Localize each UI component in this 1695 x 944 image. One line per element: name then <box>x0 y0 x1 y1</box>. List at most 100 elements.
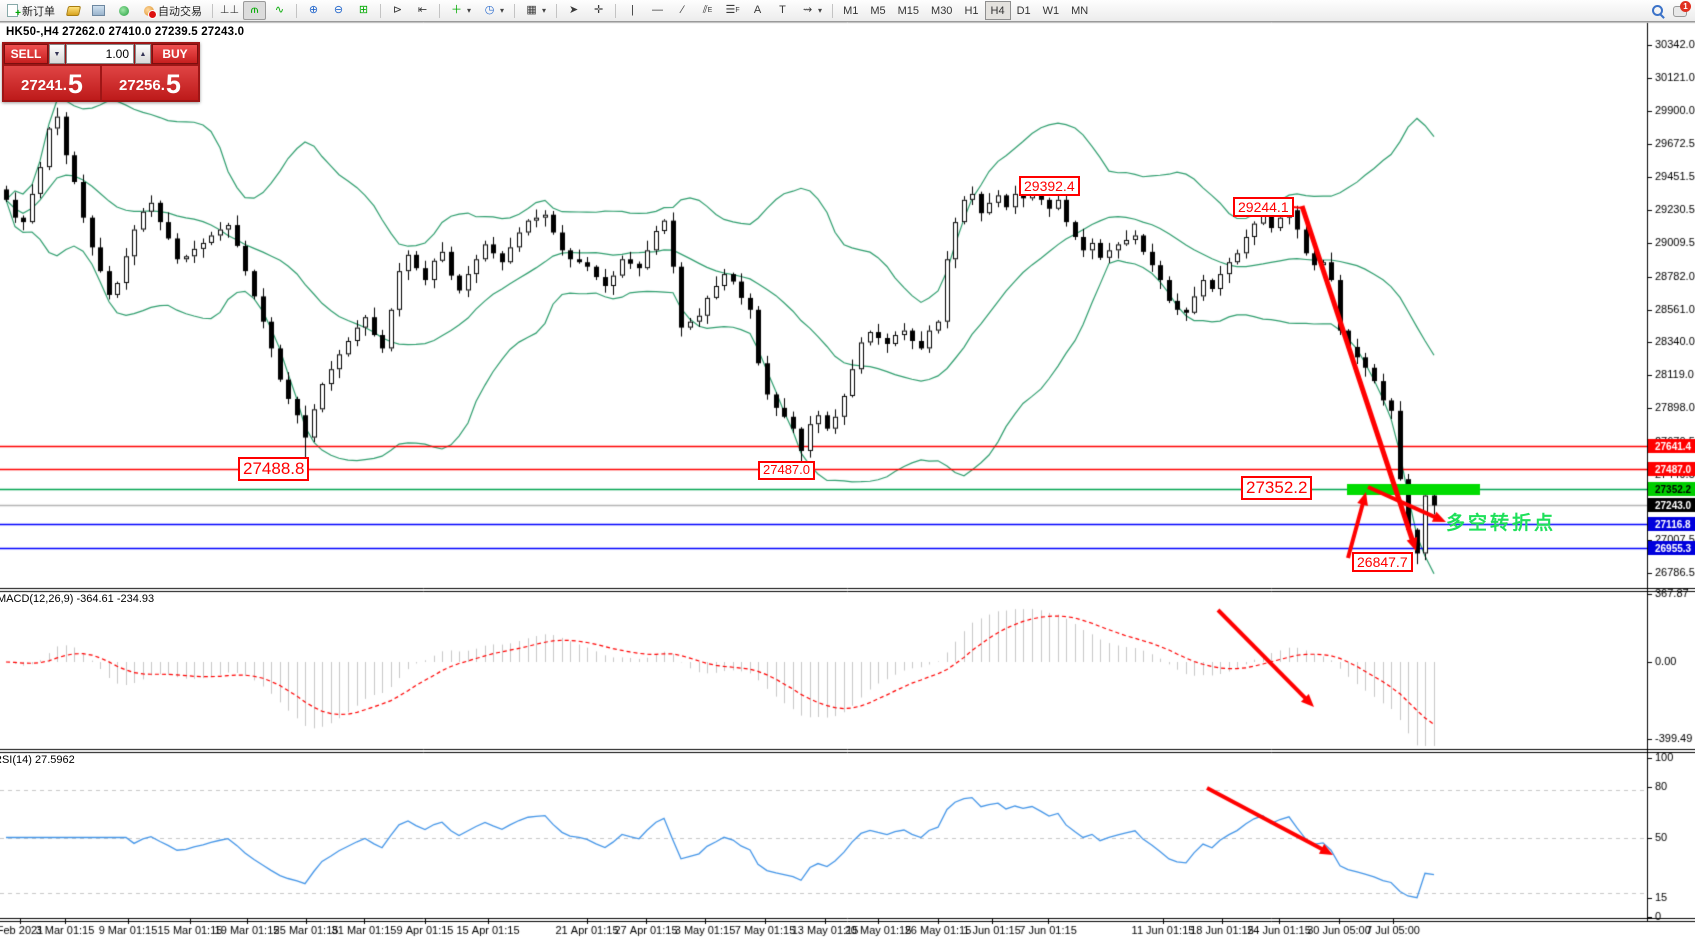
tab-timeframe-m15[interactable]: M15 <box>897 4 920 17</box>
profiles-button[interactable] <box>62 1 85 20</box>
chart-shift-icon: ⇤ <box>417 4 428 16</box>
vertical-line-button[interactable]: | <box>621 1 644 20</box>
toolbar-separator <box>380 3 381 18</box>
dropdown-caret-icon: ▾ <box>542 6 547 15</box>
one-click-trading-panel: SELL ▼ ▲ BUY 27241. 5 27256. 5 <box>2 42 200 102</box>
cursor-icon: ➤ <box>568 4 579 16</box>
bar-chart-icon: ⊥⊥ <box>219 4 240 16</box>
toolbar-separator <box>439 3 440 18</box>
tab-timeframe-h1[interactable]: H1 <box>964 4 979 17</box>
horizontal-line-button[interactable]: — <box>646 1 669 20</box>
periods-button[interactable]: ◷ ▾ <box>478 1 509 20</box>
candlestick-icon: ⫙ <box>250 4 259 16</box>
toolbar-separator <box>514 3 516 18</box>
toolbar-separator <box>556 3 558 18</box>
line-chart-button[interactable]: ∿ <box>268 1 291 20</box>
volume-increase-stepper[interactable]: ▲ <box>135 44 151 64</box>
price-annotation-27352[interactable]: 27352.2 <box>1241 476 1313 500</box>
search-icon[interactable] <box>1651 4 1665 19</box>
zoom-out-icon: ⊖ <box>333 4 344 16</box>
price-annotation-29392[interactable]: 29392.4 <box>1019 176 1080 197</box>
text-label-icon: T <box>779 4 786 16</box>
dropdown-caret-icon: ▾ <box>467 6 472 15</box>
toolbar-separator <box>615 3 617 18</box>
rsi-label: RSI(14) 27.5962 <box>0 754 75 766</box>
price-annotation-27488[interactable]: 27488.8 <box>238 457 310 481</box>
auto-scroll-icon: ⊳ <box>392 4 403 16</box>
market-watch-button[interactable] <box>87 1 110 20</box>
arrows-button[interactable]: ⇝ ▾ <box>796 1 827 20</box>
channel-icon: ⫽ E <box>702 4 713 16</box>
vertical-line-icon: | <box>631 4 634 16</box>
sell-price-main: 27241. <box>21 77 67 94</box>
auto-trading-icon <box>142 4 157 19</box>
dropdown-caret-icon: ▾ <box>500 6 505 15</box>
tab-timeframe-m30[interactable]: M30 <box>931 4 953 17</box>
fibonacci-icon: ☰ F <box>725 4 740 16</box>
candlestick-chart-button[interactable]: ⫙ <box>243 1 266 20</box>
buy-price-fraction: 5 <box>165 69 181 99</box>
turning-point-note[interactable]: 多空转折点 <box>1446 513 1557 534</box>
notification-badge: 1 <box>1680 0 1691 12</box>
fibonacci-button[interactable]: ☰ F <box>721 1 744 20</box>
zoom-out-button[interactable]: ⊖ <box>327 1 350 20</box>
price-annotation-27487[interactable]: 27487.0 <box>758 461 815 480</box>
price-annotation-26847[interactable]: 26847.7 <box>1352 552 1413 573</box>
tab-timeframe-h4[interactable]: H4 <box>984 1 1011 20</box>
signals-icon <box>117 4 130 17</box>
cursor-button[interactable]: ➤ <box>562 1 585 20</box>
auto-trading-label: 自动交易 <box>158 5 202 18</box>
tab-timeframe-m1[interactable]: M1 <box>843 4 859 17</box>
sell-button[interactable]: SELL <box>4 44 48 64</box>
line-chart-icon: ∿ <box>274 4 285 16</box>
symbol-ohlc-info: HK50-,H4 27262.0 27410.0 27239.5 27243.0 <box>6 26 245 38</box>
buy-price-main: 27256. <box>119 77 165 94</box>
sell-price-fraction: 5 <box>67 69 83 99</box>
new-order-label: 新订单 <box>22 5 55 18</box>
text-button[interactable]: A <box>746 1 769 20</box>
auto-scroll-button[interactable]: ⊳ <box>386 1 409 20</box>
toolbar-separator <box>832 3 834 18</box>
clock-icon: ◷ <box>484 4 495 16</box>
horizontal-line-icon: — <box>652 4 664 16</box>
sell-price[interactable]: 27241. 5 <box>4 66 100 100</box>
price-annotation-29244[interactable]: 29244.1 <box>1233 197 1294 218</box>
profiles-icon <box>65 4 82 17</box>
text-icon: A <box>753 4 762 16</box>
text-label-button[interactable]: T <box>771 1 794 20</box>
templates-icon: ▦ <box>526 4 537 16</box>
zoom-in-button[interactable]: ⊕ <box>302 1 325 20</box>
main-toolbar: + 新订单 自动交易 ⊥⊥ ⫙ ∿ ⊕ ⊖ ⊞ ⊳ ⇤ ＋ ▾ ◷ ▾ ▦ ▾ ➤ ✛… <box>0 0 1695 22</box>
zoom-in-icon: ⊕ <box>308 4 319 16</box>
buy-price[interactable]: 27256. 5 <box>102 66 198 100</box>
buy-button[interactable]: BUY <box>152 44 198 64</box>
chart-shift-button[interactable]: ⇤ <box>411 1 434 20</box>
volume-input[interactable] <box>66 44 134 64</box>
toolbar-separator <box>212 3 213 18</box>
trendline-button[interactable]: ∕ <box>671 1 694 20</box>
trendline-icon: ∕ <box>681 4 684 16</box>
channel-button[interactable]: ⫽ E <box>696 1 719 20</box>
tab-timeframe-d1[interactable]: D1 <box>1016 4 1031 17</box>
market-watch-icon <box>92 4 105 17</box>
signals-button[interactable] <box>112 1 135 20</box>
crosshair-icon: ✛ <box>593 4 604 16</box>
indicators-button[interactable]: ＋ ▾ <box>445 1 476 20</box>
templates-button[interactable]: ▦ ▾ <box>520 1 551 20</box>
crosshair-button[interactable]: ✛ <box>587 1 610 20</box>
chat-icon[interactable]: 1 <box>1673 0 1691 18</box>
tile-windows-button[interactable]: ⊞ <box>352 1 375 20</box>
toolbar-separator <box>296 3 297 18</box>
volume-decrease-stepper[interactable]: ▼ <box>49 44 65 64</box>
new-order-button[interactable]: + 新订单 <box>1 1 60 20</box>
tile-windows-icon: ⊞ <box>358 4 369 16</box>
bar-chart-button[interactable]: ⊥⊥ <box>218 1 241 20</box>
dropdown-caret-icon: ▾ <box>818 6 823 15</box>
indicators-icon: ＋ <box>451 4 462 16</box>
auto-trading-button[interactable]: 自动交易 <box>137 1 207 20</box>
tab-timeframe-w1[interactable]: W1 <box>1042 4 1060 17</box>
tab-timeframe-mn[interactable]: MN <box>1071 4 1089 17</box>
arrow-tool-icon: ⇝ <box>802 4 813 16</box>
tab-timeframe-m5[interactable]: M5 <box>870 4 886 17</box>
